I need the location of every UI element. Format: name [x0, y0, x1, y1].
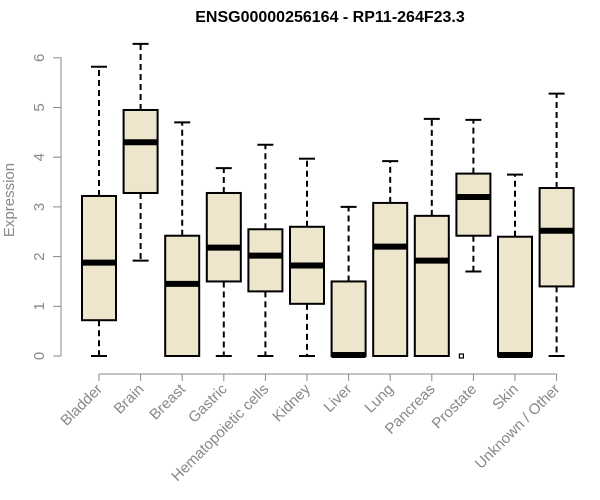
- y-axis: 0 1 2 3 4 5 6: [31, 54, 62, 360]
- y-tick-label: 4: [31, 153, 48, 161]
- box-breast: [164, 121, 201, 357]
- box-hematopoietic-cells: [247, 143, 284, 357]
- iqr-box: [538, 187, 575, 288]
- box-unknown-other: [538, 92, 575, 357]
- iqr-box: [330, 280, 367, 358]
- y-tick-label: 1: [31, 302, 48, 310]
- y-tick-label: 3: [31, 203, 48, 211]
- box-brain: [122, 42, 159, 262]
- y-tick-label: 0: [31, 352, 48, 360]
- box-kidney: [289, 157, 325, 357]
- box-bladder: [81, 65, 117, 357]
- x-category-label: Bladder: [57, 381, 106, 430]
- iqr-box: [122, 108, 159, 194]
- iqr-box: [81, 194, 117, 322]
- x-category-label: Breast: [146, 380, 189, 423]
- box-skin: [497, 173, 533, 359]
- x-category-label: Brain: [111, 381, 148, 418]
- x-category-label: Skin: [489, 381, 522, 414]
- y-tick-label: 2: [31, 252, 48, 260]
- y-axis-label: Expression: [1, 163, 18, 237]
- chart-title: ENSG00000256164 - RP11-264F23.3: [195, 9, 465, 26]
- iqr-box: [497, 235, 533, 357]
- box-prostate: [455, 118, 492, 359]
- iqr-box: [247, 228, 284, 293]
- y-tick-label: 6: [31, 54, 48, 62]
- box-pancreas: [413, 117, 450, 357]
- outlier-point: [458, 353, 464, 359]
- x-category-label: Lung: [361, 381, 397, 417]
- box-gastric: [205, 167, 242, 357]
- box-liver: [330, 205, 367, 359]
- x-category-label: Prostate: [429, 381, 481, 433]
- iqr-box: [372, 201, 409, 357]
- iqr-box: [205, 191, 242, 283]
- x-category-label: Liver: [320, 381, 355, 416]
- boxes-group: [81, 42, 575, 359]
- y-tick-label: 5: [31, 103, 48, 111]
- iqr-box: [455, 172, 492, 237]
- iqr-box: [164, 234, 201, 357]
- box-lung: [372, 160, 409, 357]
- x-category-label: Kidney: [269, 380, 314, 425]
- iqr-box: [413, 214, 450, 357]
